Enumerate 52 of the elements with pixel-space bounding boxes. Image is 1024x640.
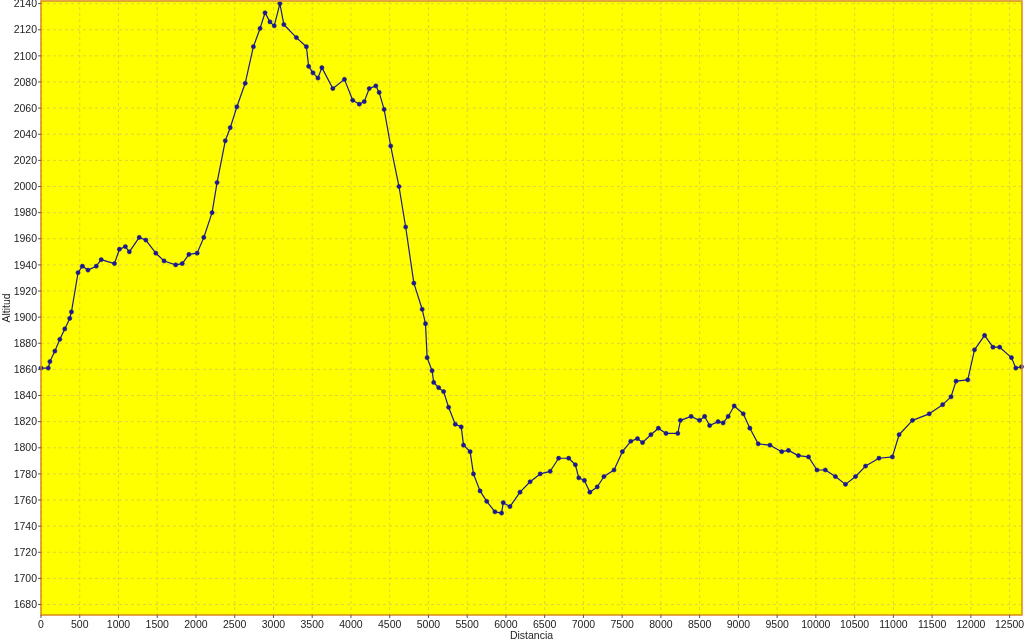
x-tick-label: 6000 <box>494 618 518 630</box>
y-tick-label: 2080 <box>13 75 38 88</box>
x-tick-label: 4000 <box>339 618 363 630</box>
y-tick-label: 1860 <box>13 363 38 376</box>
x-tick-label: 8500 <box>687 618 712 630</box>
y-tick-label: 2140 <box>13 0 38 10</box>
x-tick-label: 11500 <box>917 618 947 630</box>
y-tick-label: 1960 <box>13 232 38 245</box>
x-tick-label: 3000 <box>261 618 286 630</box>
x-tick-label: 5000 <box>416 618 441 630</box>
y-tick-label: 1700 <box>13 572 38 585</box>
x-axis-title: Distancia <box>509 629 554 640</box>
x-tick-label: 7000 <box>571 618 596 630</box>
x-tick-label: 6500 <box>532 618 557 630</box>
x-tick-label: 2000 <box>184 618 208 630</box>
x-tick-label: 10000 <box>801 618 831 630</box>
y-tick-label: 1980 <box>13 206 38 219</box>
y-tick-label: 2040 <box>13 127 38 140</box>
y-tick-label: 2000 <box>13 180 38 193</box>
y-tick-label: 1760 <box>13 493 38 506</box>
y-tick-label: 1920 <box>13 284 38 297</box>
x-tick-label: 11000 <box>879 618 908 630</box>
x-tick-label: 500 <box>70 618 89 630</box>
y-tick-label: 1780 <box>13 467 38 480</box>
y-tick-label: 2120 <box>13 23 38 36</box>
x-tick-label: 1000 <box>106 618 131 630</box>
x-tick-label: 5500 <box>455 618 480 630</box>
y-tick-label: 2020 <box>13 154 38 167</box>
y-tick-label: 1800 <box>13 441 38 454</box>
x-tick-label: 2500 <box>223 618 247 630</box>
x-tick-label: 4500 <box>378 618 402 630</box>
y-axis-title: Altitud <box>0 293 12 323</box>
x-tick-label: 3500 <box>300 618 325 630</box>
y-tick-label: 1840 <box>13 389 38 402</box>
x-tick-label: 9000 <box>726 618 751 630</box>
x-tick-label: 9500 <box>765 618 789 630</box>
x-tick-label: 1500 <box>145 618 170 630</box>
x-tick-label: 7500 <box>610 618 634 630</box>
y-tick-label: 1720 <box>13 545 38 558</box>
x-tick-label: 12500 <box>995 618 1024 630</box>
y-tick-label: 1740 <box>13 519 38 532</box>
y-tick-label: 1820 <box>13 415 38 428</box>
y-tick-label: 1940 <box>13 258 38 271</box>
y-tick-label: 1900 <box>13 310 38 323</box>
y-tick-label: 2100 <box>13 49 38 62</box>
x-tick-label: 0 <box>38 618 45 630</box>
y-tick-label: 1680 <box>13 598 38 611</box>
y-tick-label: 1880 <box>13 336 38 349</box>
y-tick-label: 2060 <box>13 101 38 114</box>
x-tick-label: 10500 <box>840 618 870 630</box>
x-tick-label: 8000 <box>649 618 673 630</box>
x-tick-label: 12000 <box>956 618 986 630</box>
